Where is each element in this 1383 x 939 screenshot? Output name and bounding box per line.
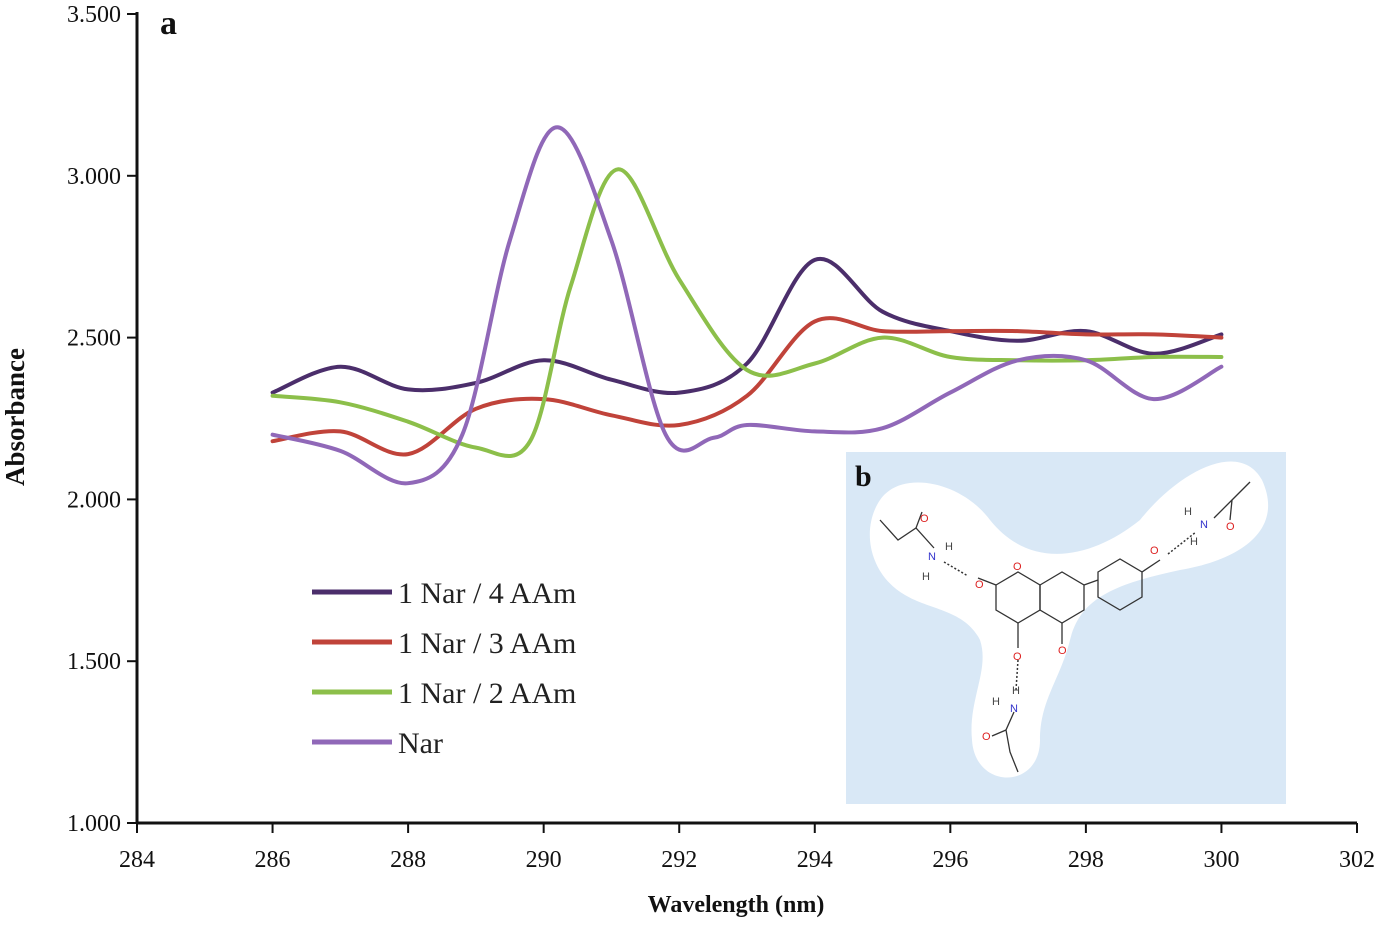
atom-o-4prime: O xyxy=(1150,545,1159,557)
x-tick-label: 292 xyxy=(661,847,697,873)
y-tick-label: 1.000 xyxy=(67,811,121,837)
inset-panel-b: b xyxy=(846,452,1286,804)
hydrogen-bonds xyxy=(943,531,1197,691)
legend: 1 Nar / 4 AAm 1 Nar / 3 AAm 1 Nar / 2 AAm N… xyxy=(312,577,576,760)
legend-label-3: Nar xyxy=(398,727,443,760)
x-tick-label: 296 xyxy=(932,847,968,873)
atom-n-2: N xyxy=(1200,519,1208,531)
x-tick-label: 300 xyxy=(1203,847,1239,873)
atom-o-5: O xyxy=(1013,651,1022,663)
atom-o-7: O xyxy=(975,579,984,591)
y-axis-title: Absorbance xyxy=(0,348,30,486)
atom-h-1b: H xyxy=(922,571,930,583)
atom-o-amide-1: O xyxy=(920,513,929,525)
molecule-structure xyxy=(879,481,1251,773)
atom-labels: O O O O O O O O N N N H H H H H H xyxy=(920,506,1235,743)
atom-h-2b: H xyxy=(1190,536,1198,548)
series-line-2 xyxy=(270,167,1224,459)
legend-label-1: 1 Nar / 3 AAm xyxy=(398,627,576,660)
x-tick-label: 294 xyxy=(797,847,833,873)
x-tick-label: 286 xyxy=(255,847,291,873)
x-axis-title: Wavelength (nm) xyxy=(648,892,825,918)
series-line-1 xyxy=(270,316,1224,457)
x-tick-label: 288 xyxy=(390,847,426,873)
atom-o-amide-3: O xyxy=(982,731,991,743)
panel-b-label: b xyxy=(855,460,872,493)
atom-h-3b: H xyxy=(1012,685,1020,697)
x-tick-label: 302 xyxy=(1339,847,1375,873)
y-tick-label: 1.500 xyxy=(67,649,121,675)
x-tick-label: 284 xyxy=(119,847,155,873)
series-lines xyxy=(270,125,1224,486)
series-line-0 xyxy=(270,256,1224,396)
x-ticks: 284 286 288 290 292 294 296 298 300 302 xyxy=(119,823,1375,873)
atom-h-3a: H xyxy=(992,696,1000,708)
atom-h-1a: H xyxy=(945,541,953,553)
y-tick-label: 2.000 xyxy=(67,487,121,513)
panel-a-label: a xyxy=(160,5,177,42)
x-tick-label: 290 xyxy=(526,847,562,873)
y-tick-label: 2.500 xyxy=(67,326,121,352)
x-tick-label: 298 xyxy=(1068,847,1104,873)
atom-o-ring: O xyxy=(1013,561,1022,573)
atom-h-2a: H xyxy=(1184,506,1192,518)
series-line-3 xyxy=(270,125,1224,486)
atom-n-1: N xyxy=(928,551,936,563)
atom-o-amide-2: O xyxy=(1226,521,1235,533)
legend-label-0: 1 Nar / 4 AAm xyxy=(398,577,576,610)
atom-n-3: N xyxy=(1010,703,1018,715)
atom-o-carbonyl: O xyxy=(1058,645,1067,657)
y-ticks: 1.000 1.500 2.000 2.500 3.000 3.500 xyxy=(67,2,137,837)
y-tick-label: 3.000 xyxy=(67,164,121,190)
axes xyxy=(135,12,1357,825)
legend-label-2: 1 Nar / 2 AAm xyxy=(398,677,576,710)
y-tick-label: 3.500 xyxy=(67,2,121,28)
